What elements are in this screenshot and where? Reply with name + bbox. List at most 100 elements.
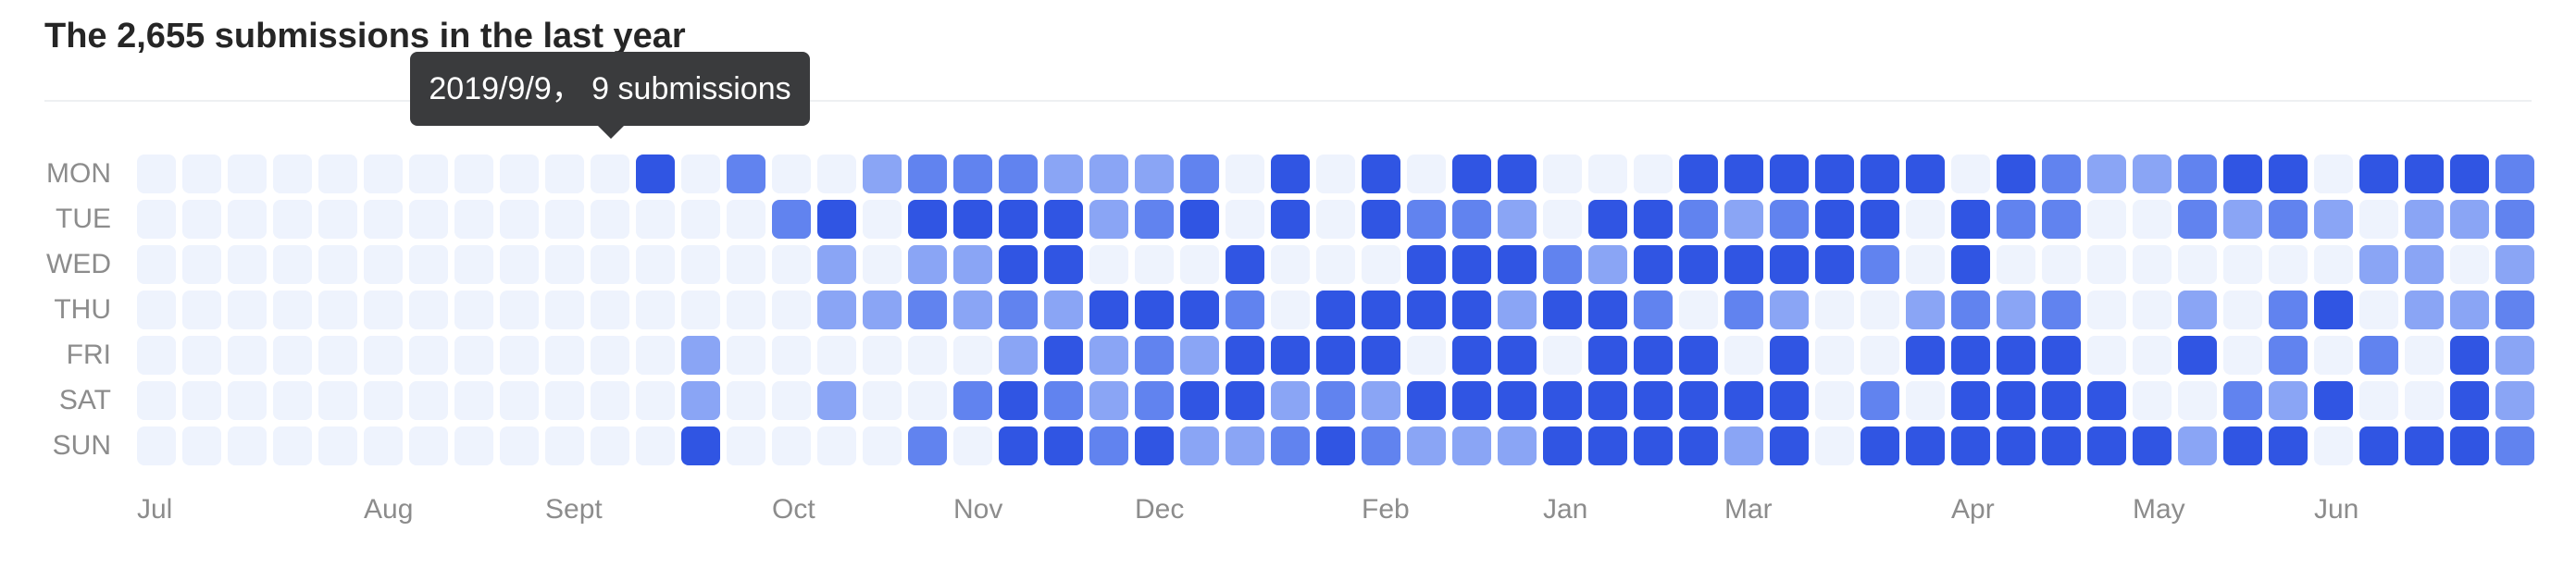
heatmap-cell[interactable] bbox=[1452, 245, 1491, 284]
heatmap-cell[interactable] bbox=[1860, 426, 1899, 465]
heatmap-cell[interactable] bbox=[2178, 336, 2217, 375]
heatmap-cell[interactable] bbox=[2223, 245, 2262, 284]
heatmap-cell[interactable] bbox=[1679, 381, 1718, 420]
heatmap-cell[interactable] bbox=[1860, 200, 1899, 239]
heatmap-cell[interactable] bbox=[1362, 200, 1400, 239]
heatmap-cell[interactable] bbox=[2133, 155, 2172, 193]
heatmap-cell[interactable] bbox=[2314, 336, 2353, 375]
heatmap-cell[interactable] bbox=[727, 155, 765, 193]
heatmap-cell[interactable] bbox=[2495, 245, 2534, 284]
heatmap-cell[interactable] bbox=[1044, 426, 1083, 465]
heatmap-cell[interactable] bbox=[1271, 336, 1310, 375]
heatmap-cell[interactable] bbox=[817, 155, 856, 193]
heatmap-cell[interactable] bbox=[2042, 426, 2081, 465]
heatmap-cell[interactable] bbox=[318, 200, 357, 239]
heatmap-cell[interactable] bbox=[1316, 336, 1355, 375]
heatmap-cell[interactable] bbox=[2042, 245, 2081, 284]
heatmap-cell[interactable] bbox=[2223, 336, 2262, 375]
heatmap-cell[interactable] bbox=[1407, 381, 1446, 420]
heatmap-cell[interactable] bbox=[1815, 155, 1854, 193]
heatmap-cell[interactable] bbox=[318, 381, 357, 420]
heatmap-cell[interactable] bbox=[2133, 426, 2172, 465]
heatmap-cell[interactable] bbox=[1362, 426, 1400, 465]
heatmap-cell[interactable] bbox=[999, 336, 1038, 375]
heatmap-cell[interactable] bbox=[636, 336, 675, 375]
heatmap-cell[interactable] bbox=[1860, 290, 1899, 329]
heatmap-cell[interactable] bbox=[2314, 245, 2353, 284]
heatmap-cell[interactable] bbox=[1407, 336, 1446, 375]
heatmap-cell[interactable] bbox=[908, 336, 947, 375]
heatmap-cell[interactable] bbox=[1815, 426, 1854, 465]
heatmap-cell[interactable] bbox=[2178, 200, 2217, 239]
heatmap-cell[interactable] bbox=[273, 336, 312, 375]
heatmap-cell[interactable] bbox=[1634, 336, 1673, 375]
heatmap-cell[interactable] bbox=[636, 155, 675, 193]
heatmap-cell[interactable] bbox=[1316, 245, 1355, 284]
heatmap-cell[interactable] bbox=[591, 290, 629, 329]
heatmap-cell[interactable] bbox=[228, 245, 267, 284]
heatmap-cell[interactable] bbox=[409, 381, 448, 420]
heatmap-cell[interactable] bbox=[727, 426, 765, 465]
heatmap-cell[interactable] bbox=[2314, 381, 2353, 420]
heatmap-cell[interactable] bbox=[1951, 155, 1990, 193]
heatmap-cell[interactable] bbox=[1997, 426, 2035, 465]
heatmap-cell[interactable] bbox=[1452, 336, 1491, 375]
heatmap-cell[interactable] bbox=[591, 426, 629, 465]
heatmap-cell[interactable] bbox=[636, 381, 675, 420]
heatmap-cell[interactable] bbox=[409, 336, 448, 375]
heatmap-cell[interactable] bbox=[727, 245, 765, 284]
heatmap-cell[interactable] bbox=[1543, 381, 1582, 420]
heatmap-cell[interactable] bbox=[1452, 155, 1491, 193]
heatmap-cell[interactable] bbox=[1089, 381, 1128, 420]
heatmap-cell[interactable] bbox=[2042, 200, 2081, 239]
heatmap-cell[interactable] bbox=[2178, 245, 2217, 284]
heatmap-cell[interactable] bbox=[318, 245, 357, 284]
heatmap-cell[interactable] bbox=[772, 426, 811, 465]
heatmap-cell[interactable] bbox=[817, 290, 856, 329]
heatmap-cell[interactable] bbox=[1135, 155, 1174, 193]
heatmap-cell[interactable] bbox=[2087, 245, 2126, 284]
heatmap-cell[interactable] bbox=[999, 155, 1038, 193]
heatmap-cell[interactable] bbox=[182, 381, 221, 420]
heatmap-cell[interactable] bbox=[1362, 245, 1400, 284]
heatmap-cell[interactable] bbox=[1044, 245, 1083, 284]
heatmap-cell[interactable] bbox=[1089, 426, 1128, 465]
heatmap-cell[interactable] bbox=[953, 200, 992, 239]
heatmap-cell[interactable] bbox=[1316, 155, 1355, 193]
heatmap-cell[interactable] bbox=[2087, 290, 2126, 329]
heatmap-cell[interactable] bbox=[1498, 200, 1537, 239]
heatmap-cell[interactable] bbox=[1951, 200, 1990, 239]
heatmap-cell[interactable] bbox=[817, 200, 856, 239]
heatmap-cell[interactable] bbox=[2359, 290, 2398, 329]
heatmap-cell[interactable] bbox=[1588, 245, 1627, 284]
heatmap-cell[interactable] bbox=[1452, 200, 1491, 239]
heatmap-cell[interactable] bbox=[1543, 336, 1582, 375]
heatmap-cell[interactable] bbox=[863, 200, 902, 239]
heatmap-cell[interactable] bbox=[1180, 245, 1219, 284]
heatmap-cell[interactable] bbox=[591, 200, 629, 239]
heatmap-cell[interactable] bbox=[137, 381, 176, 420]
heatmap-cell[interactable] bbox=[2405, 336, 2444, 375]
heatmap-cell[interactable] bbox=[2133, 290, 2172, 329]
heatmap-cell[interactable] bbox=[1588, 155, 1627, 193]
heatmap-cell[interactable] bbox=[2042, 336, 2081, 375]
heatmap-cell[interactable] bbox=[1634, 200, 1673, 239]
heatmap-cell[interactable] bbox=[1770, 200, 1809, 239]
heatmap-cell[interactable] bbox=[1271, 155, 1310, 193]
heatmap-cell[interactable] bbox=[2314, 200, 2353, 239]
heatmap-cell[interactable] bbox=[999, 426, 1038, 465]
heatmap-cell[interactable] bbox=[2178, 290, 2217, 329]
heatmap-cell[interactable] bbox=[1906, 336, 1945, 375]
heatmap-cell[interactable] bbox=[364, 155, 403, 193]
heatmap-cell[interactable] bbox=[1724, 426, 1763, 465]
heatmap-cell[interactable] bbox=[2178, 381, 2217, 420]
heatmap-cell[interactable] bbox=[2405, 381, 2444, 420]
heatmap-cell[interactable] bbox=[908, 200, 947, 239]
heatmap-cell[interactable] bbox=[454, 381, 493, 420]
heatmap-cell[interactable] bbox=[2269, 155, 2308, 193]
heatmap-cell[interactable] bbox=[1135, 200, 1174, 239]
heatmap-cell[interactable] bbox=[1316, 381, 1355, 420]
heatmap-cell[interactable] bbox=[2450, 200, 2489, 239]
heatmap-cell[interactable] bbox=[2405, 426, 2444, 465]
heatmap-cell[interactable] bbox=[636, 245, 675, 284]
